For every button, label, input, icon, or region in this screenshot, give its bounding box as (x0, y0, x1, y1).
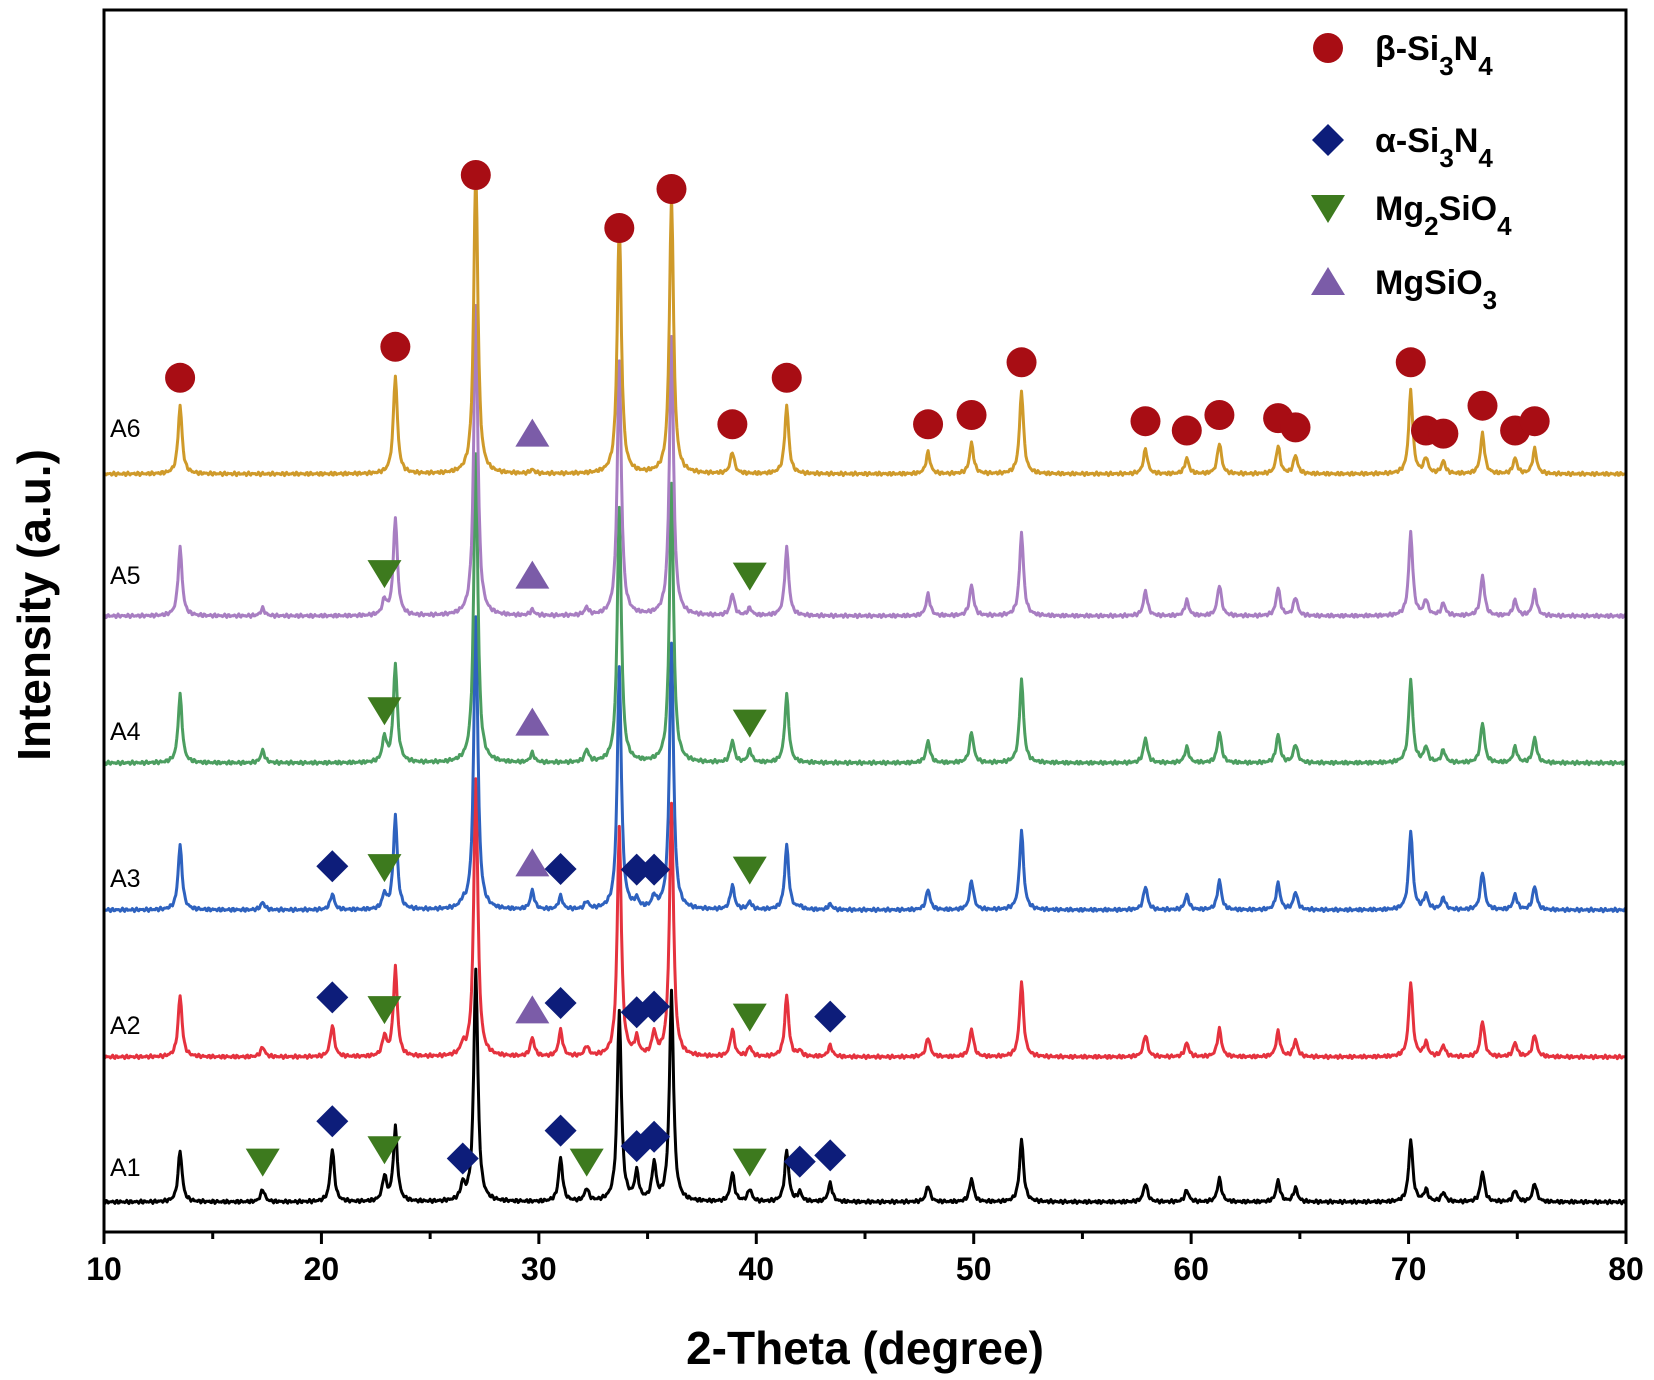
legend-marker-mgsio3 (1311, 267, 1345, 295)
peak-marker-beta-a6 (1428, 418, 1459, 449)
x-tick-label: 10 (86, 1251, 122, 1287)
legend-label-mgsio3: MgSiO3 (1375, 264, 1497, 315)
legend-item-alpha: α-Si3N4 (1312, 122, 1493, 173)
peak-marker-alpha-a1 (638, 1120, 671, 1153)
legend-label-beta: β-Si3N4 (1375, 30, 1493, 81)
series-line-a2 (103, 777, 1627, 1061)
peak-marker-mgsio3-a4 (515, 707, 550, 736)
legend-item-beta: β-Si3N4 (1313, 30, 1493, 81)
peak-marker-beta-a6 (1171, 415, 1202, 446)
peak-marker-beta-a6 (604, 213, 635, 243)
series-line-a6 (102, 160, 1627, 478)
peak-marker-beta-a6 (717, 409, 748, 440)
x-axis-ticks: 10 20 30 40 50 60 70 80 (86, 1232, 1644, 1287)
peak-marker-mgsio3-a2 (515, 995, 550, 1024)
legend-label-mg2sio4: Mg2SiO4 (1375, 190, 1512, 241)
peak-marker-alpha-a3 (316, 850, 349, 883)
y-axis-title: Intensity (a.u.) (8, 449, 60, 761)
x-tick-label: 80 (1608, 1251, 1644, 1287)
peak-marker-mg2sio4-a1 (367, 1136, 402, 1165)
peak-marker-alpha-a3 (638, 853, 671, 886)
x-tick-label: 60 (1173, 1251, 1209, 1287)
peak-marker-beta-a6 (380, 331, 411, 362)
peak-marker-mg2sio4-a3 (732, 856, 767, 885)
peak-marker-mgsio3-a5 (515, 560, 550, 589)
peak-marker-alpha-a2 (814, 1000, 847, 1033)
peak-marker-layer (165, 160, 1550, 1178)
peak-marker-beta-a6 (956, 400, 987, 430)
legend-marker-beta (1313, 33, 1343, 63)
x-tick-label: 70 (1391, 1251, 1427, 1287)
legend-label-alpha: α-Si3N4 (1375, 122, 1493, 173)
peak-marker-beta-a6 (1467, 390, 1498, 421)
peak-marker-beta-a6 (1006, 347, 1037, 378)
peak-marker-alpha-a1 (316, 1105, 349, 1138)
peak-marker-beta-a6 (1280, 412, 1311, 443)
peak-marker-mg2sio4-a2 (367, 996, 402, 1025)
series-label-a6: A6 (110, 415, 141, 443)
series-layer: A1 A2 A3 A4 A5 A6 (102, 160, 1628, 1206)
peak-marker-beta-a6 (1395, 347, 1426, 378)
x-tick-label: 50 (956, 1251, 992, 1287)
peak-marker-beta-a6 (165, 362, 196, 393)
peak-marker-mg2sio4-a3 (367, 854, 402, 883)
peak-marker-mg2sio4-a4 (732, 709, 767, 738)
peak-marker-mg2sio4-a1 (245, 1148, 280, 1177)
legend-marker-mg2sio4 (1311, 195, 1345, 223)
peak-marker-beta-a6 (460, 160, 491, 190)
series-line-a4 (103, 452, 1628, 767)
series-label-a3: A3 (110, 865, 141, 893)
peak-marker-mgsio3-a6 (515, 418, 550, 447)
peak-marker-alpha-a2 (316, 981, 349, 1014)
peak-marker-beta-a6 (771, 362, 802, 393)
peak-marker-alpha-a2 (544, 986, 577, 1019)
peak-marker-mg2sio4-a5 (367, 560, 402, 589)
x-tick-label: 40 (738, 1251, 774, 1287)
peak-marker-beta-a6 (1130, 406, 1161, 437)
series-label-a4: A4 (110, 718, 141, 746)
peak-marker-beta-a6 (656, 174, 687, 204)
series-line-a3 (103, 615, 1627, 914)
series-line-a5 (102, 304, 1628, 620)
peak-marker-alpha-a1 (544, 1114, 577, 1147)
peak-marker-alpha-a1 (783, 1145, 816, 1178)
legend-item-mg2sio4: Mg2SiO4 (1311, 190, 1512, 241)
peak-marker-mg2sio4-a1 (732, 1148, 767, 1177)
series-label-a5: A5 (110, 562, 141, 590)
peak-marker-beta-a6 (1204, 400, 1235, 430)
peak-marker-alpha-a3 (544, 852, 577, 885)
x-tick-label: 20 (304, 1251, 340, 1287)
legend: β-Si3N4 α-Si3N4 Mg2SiO4 MgSiO3 (1311, 30, 1512, 315)
series-label-a1: A1 (110, 1154, 141, 1182)
peak-marker-beta-a6 (1519, 406, 1550, 437)
peak-marker-beta-a6 (913, 409, 944, 440)
series-line-a1 (103, 967, 1627, 1206)
series-label-a2: A2 (110, 1012, 141, 1040)
peak-marker-alpha-a2 (638, 990, 671, 1023)
peak-marker-alpha-a1 (814, 1139, 847, 1172)
legend-item-mgsio3: MgSiO3 (1311, 264, 1497, 315)
peak-marker-mg2sio4-a4 (367, 697, 402, 726)
peak-marker-alpha-a1 (446, 1142, 479, 1175)
legend-marker-alpha (1312, 124, 1344, 156)
peak-marker-mg2sio4-a2 (732, 1003, 767, 1032)
peak-marker-mg2sio4-a5 (732, 562, 767, 591)
peak-marker-mg2sio4-a1 (569, 1148, 604, 1177)
peak-marker-alpha-a3 (620, 853, 653, 886)
peak-marker-mgsio3-a3 (515, 848, 550, 877)
x-axis-title: 2-Theta (degree) (686, 1322, 1044, 1374)
x-tick-label: 30 (521, 1251, 557, 1287)
